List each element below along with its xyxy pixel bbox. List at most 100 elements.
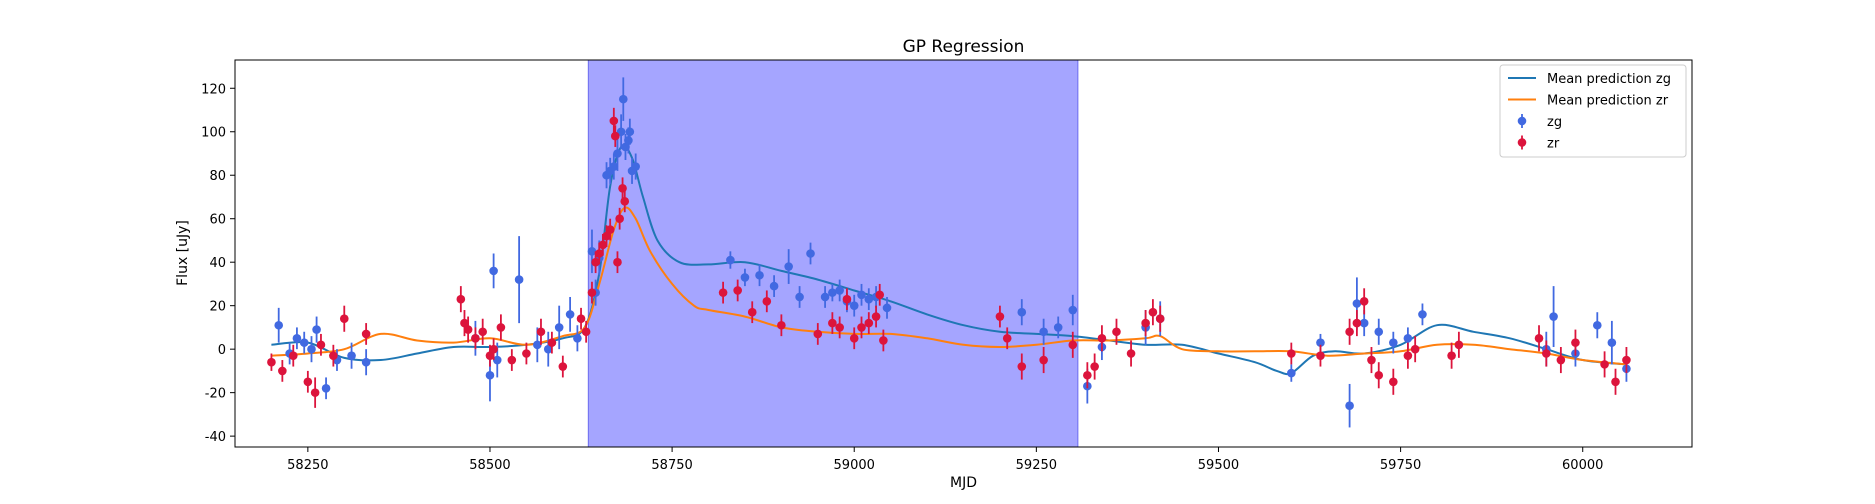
data-point: [303, 377, 313, 387]
data-point: [1549, 312, 1558, 321]
data-point: [1352, 318, 1362, 328]
data-point: [1622, 355, 1631, 365]
legend-label: Mean prediction zg: [1547, 72, 1671, 87]
y-tick-label: 120: [201, 82, 226, 97]
data-point: [1542, 349, 1551, 358]
data-point: [463, 325, 473, 334]
y-tick-label: 100: [201, 126, 226, 141]
data-point: [307, 344, 316, 354]
data-point: [1316, 351, 1325, 360]
x-tick-label: 59250: [1016, 458, 1057, 473]
data-point: [558, 362, 568, 371]
data-point: [485, 370, 495, 380]
data-point: [339, 314, 349, 324]
data-point: [1359, 318, 1369, 328]
data-point: [1410, 344, 1420, 354]
data-point: [598, 240, 608, 250]
data-point: [784, 262, 793, 271]
data-point: [733, 286, 742, 295]
data-point: [769, 281, 779, 291]
legend-label: zr: [1547, 137, 1560, 152]
data-point: [624, 136, 633, 145]
data-point: [591, 257, 600, 267]
data-point: [740, 273, 750, 282]
series-line-1: [271, 206, 1627, 366]
data-point: [1389, 338, 1398, 347]
legend-marker-swatch: [1517, 138, 1527, 147]
data-point: [842, 294, 852, 304]
data-point: [1141, 318, 1150, 328]
data-point: [587, 247, 597, 256]
x-tick-label: 60000: [1562, 458, 1603, 473]
data-point: [1418, 310, 1427, 319]
data-point: [777, 320, 786, 330]
data-point: [625, 127, 635, 137]
y-tick-label: -40: [205, 430, 226, 445]
data-point: [1126, 349, 1136, 358]
data-point: [609, 116, 619, 126]
legend: Mean prediction zg Mean prediction zr zg zr: [1499, 64, 1687, 158]
legend-label: Mean prediction zr: [1547, 94, 1669, 109]
data-point: [618, 183, 627, 193]
y-tick-label: 0: [218, 343, 226, 358]
data-point: [565, 310, 575, 319]
data-point: [820, 292, 830, 302]
data-point: [1359, 297, 1369, 306]
data-point: [1287, 349, 1296, 358]
data-point: [1454, 340, 1464, 350]
data-point: [1090, 362, 1099, 371]
data-point: [1017, 362, 1027, 371]
data-point: [795, 292, 804, 302]
data-point: [489, 266, 498, 276]
y-tick-label: 80: [209, 169, 226, 184]
data-point: [1155, 314, 1165, 324]
data-point: [718, 288, 728, 297]
data-point: [605, 225, 615, 234]
data-point: [492, 355, 502, 365]
data-point: [849, 301, 859, 310]
legend-label: zg: [1547, 115, 1562, 130]
data-point: [618, 94, 628, 104]
x-tick-label: 59500: [1198, 458, 1239, 473]
data-point: [329, 351, 338, 360]
data-point: [1607, 338, 1617, 347]
data-point: [1447, 351, 1456, 360]
data-point: [316, 340, 326, 350]
data-point: [864, 318, 874, 328]
data-point: [602, 231, 611, 241]
data-point: [478, 327, 487, 337]
data-point: [573, 333, 582, 343]
data-point: [1148, 307, 1158, 317]
data-point: [1556, 355, 1566, 365]
data-point: [1611, 377, 1620, 387]
x-axis-label: MJD: [950, 475, 977, 491]
data-point: [620, 197, 630, 206]
data-point: [849, 333, 859, 343]
data-point: [1316, 338, 1325, 347]
data-point: [1592, 320, 1602, 330]
data-point: [726, 255, 735, 265]
data-point: [594, 249, 604, 258]
data-point: [1403, 351, 1413, 360]
legend-marker-swatch: [1517, 116, 1527, 126]
data-point: [576, 314, 586, 324]
data-point: [554, 323, 564, 332]
data-point: [522, 349, 531, 358]
data-point: [278, 366, 287, 376]
data-point: [1403, 333, 1413, 343]
data-point: [471, 333, 480, 343]
x-tick-label: 58250: [287, 458, 328, 473]
data-point: [310, 388, 320, 397]
data-point: [1053, 323, 1063, 332]
data-point: [631, 162, 640, 171]
data-point: [347, 351, 356, 360]
data-point: [1068, 340, 1078, 350]
x-tick-label: 58500: [469, 458, 510, 473]
data-point: [514, 275, 524, 284]
data-point: [547, 338, 557, 347]
data-point: [1345, 327, 1354, 337]
data-point: [485, 351, 495, 360]
data-point: [536, 327, 546, 337]
